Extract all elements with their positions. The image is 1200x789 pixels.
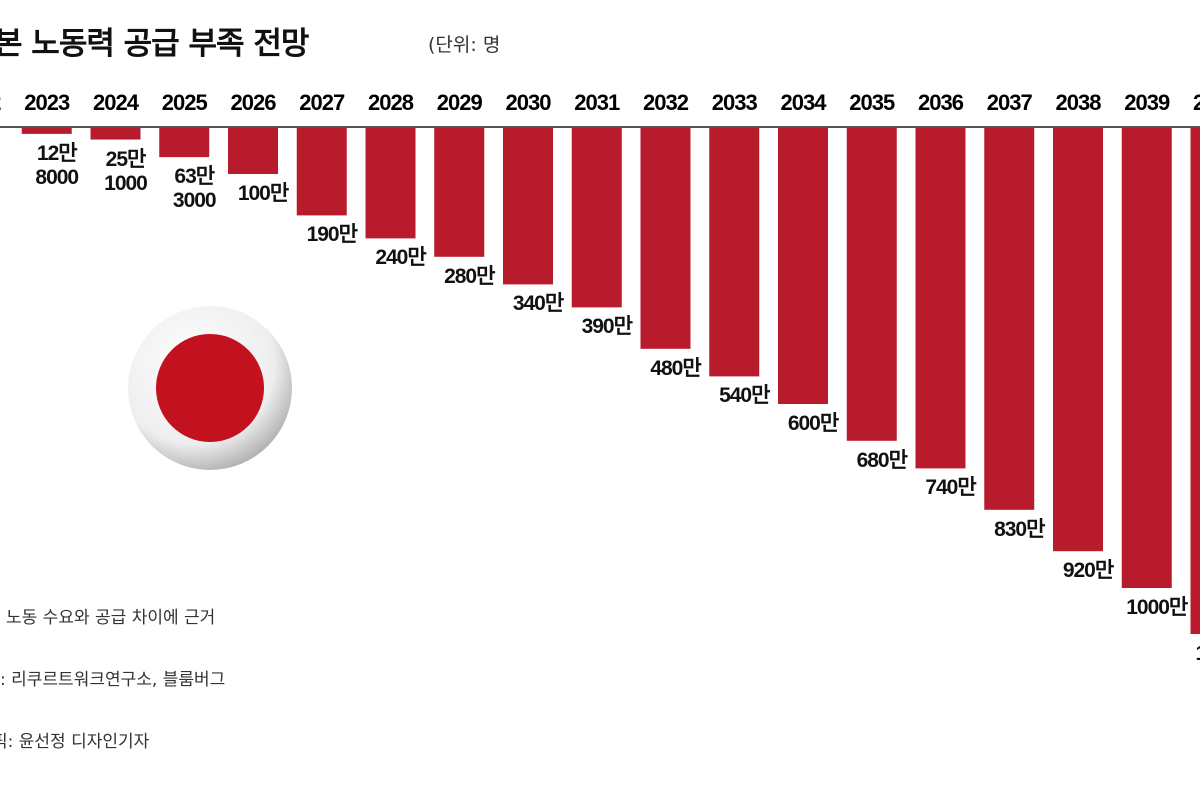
flag-sun [156, 334, 264, 442]
bar [503, 128, 553, 284]
x-tick-label: 2028 [368, 90, 414, 115]
bar [434, 128, 484, 257]
value-label: 680만 [832, 449, 932, 473]
bar [984, 128, 1034, 510]
value-label: 540만 [694, 384, 794, 408]
bar [847, 128, 897, 441]
value-label: 280만 [419, 265, 519, 289]
x-tick-label: 2027 [299, 90, 345, 115]
bar [1053, 128, 1103, 551]
page: 2022 2023 2024 2025 2026 2027 2028 2029 2030 2031… [0, 0, 1200, 675]
x-tick-label: 2037 [987, 90, 1033, 115]
x-tick-label: 2024 [93, 90, 140, 115]
bar [709, 128, 759, 376]
value-label: 1000만 [1107, 596, 1200, 620]
x-tick-label: 2030 [506, 90, 552, 115]
notes: 노동 수요와 공급 차이에 근거 : 리쿠르트워크연구소, 블룸버그 픽: 윤선… [0, 572, 225, 789]
x-tick-label: 2032 [643, 90, 689, 115]
value-label: 100만 [213, 182, 313, 206]
x-tick-label: 2036 [918, 90, 964, 115]
value-label: 920만 [1038, 559, 1138, 583]
x-tick-label: 2035 [849, 90, 895, 115]
value-label: 740만 [901, 476, 1001, 500]
note: 노동 수요와 공급 차이에 근거 [0, 603, 225, 634]
value-label: 480만 [626, 357, 726, 381]
bar [572, 128, 622, 307]
value-label: 190만 [282, 223, 382, 247]
bar [22, 128, 72, 134]
value-label: 600만 [763, 412, 863, 436]
x-tick-label: 2025 [162, 90, 208, 115]
x-tick-label: 2034 [781, 90, 828, 115]
chart-title: 본 노동력 공급 부족 전망 [0, 18, 308, 63]
bar [778, 128, 828, 404]
x-tick-label: 2040 [1193, 90, 1200, 115]
bar [366, 128, 416, 238]
x-tick-label: 2038 [1056, 90, 1102, 115]
note: 픽: 윤선정 디자인기자 [0, 727, 225, 758]
x-tick-label: 2033 [712, 90, 758, 115]
chart-subtitle: (단위: 명 [428, 30, 500, 57]
bar [1191, 128, 1200, 634]
bar [1122, 128, 1172, 588]
value-label: 830만 [969, 518, 1069, 542]
x-tick-label: 2031 [574, 90, 620, 115]
x-tick-label: 2026 [231, 90, 277, 115]
bar [91, 128, 141, 140]
value-label: 1100만 [1176, 642, 1200, 666]
bar [916, 128, 966, 468]
note: : 리쿠르트워크연구소, 블룸버그 [0, 665, 225, 696]
value-label: 340만 [488, 292, 588, 316]
x-tick-label: 2023 [24, 90, 70, 115]
x-tick-label: 2022 [0, 90, 1, 115]
x-tick-label: 2029 [437, 90, 483, 115]
value-label: 390만 [557, 315, 657, 339]
x-tick-label: 2039 [1124, 90, 1170, 115]
